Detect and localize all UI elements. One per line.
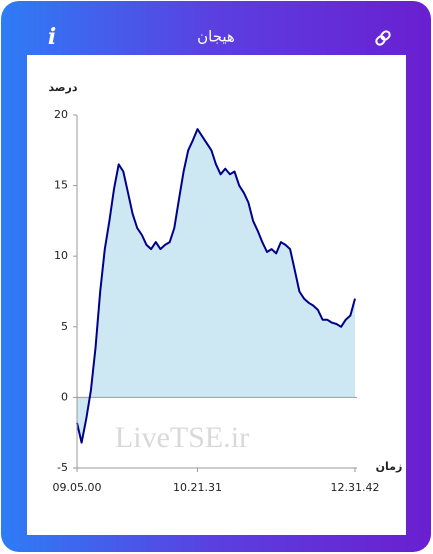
- y-tick-label: 0: [61, 390, 68, 403]
- y-tick-label: 15: [54, 179, 68, 192]
- y-tick-label: 10: [54, 249, 68, 262]
- link-icon-part: [375, 35, 386, 46]
- y-tick-label: -5: [57, 461, 68, 474]
- info-button[interactable]: i: [48, 24, 56, 50]
- area-fill: [77, 129, 355, 443]
- y-axis-label: درصد: [49, 81, 78, 94]
- link-button[interactable]: [375, 30, 391, 46]
- chart: LiveTSE.ir -5 0 5 10 15 20 09.05.00 10.21.31 12.3…: [49, 81, 403, 494]
- x-tick-label: 12.31.42: [331, 481, 380, 494]
- link-icon-part: [380, 30, 391, 41]
- header-title: هیجان: [197, 28, 235, 46]
- x-axis-label: زمان: [376, 460, 403, 473]
- y-tick-label: 5: [61, 320, 68, 333]
- y-tick-label: 20: [54, 108, 68, 121]
- x-tick-label: 09.05.00: [53, 481, 102, 494]
- area-line: [76, 128, 356, 444]
- x-tick-label: 10.21.31: [173, 481, 222, 494]
- watermark: LiveTSE.ir: [115, 421, 249, 454]
